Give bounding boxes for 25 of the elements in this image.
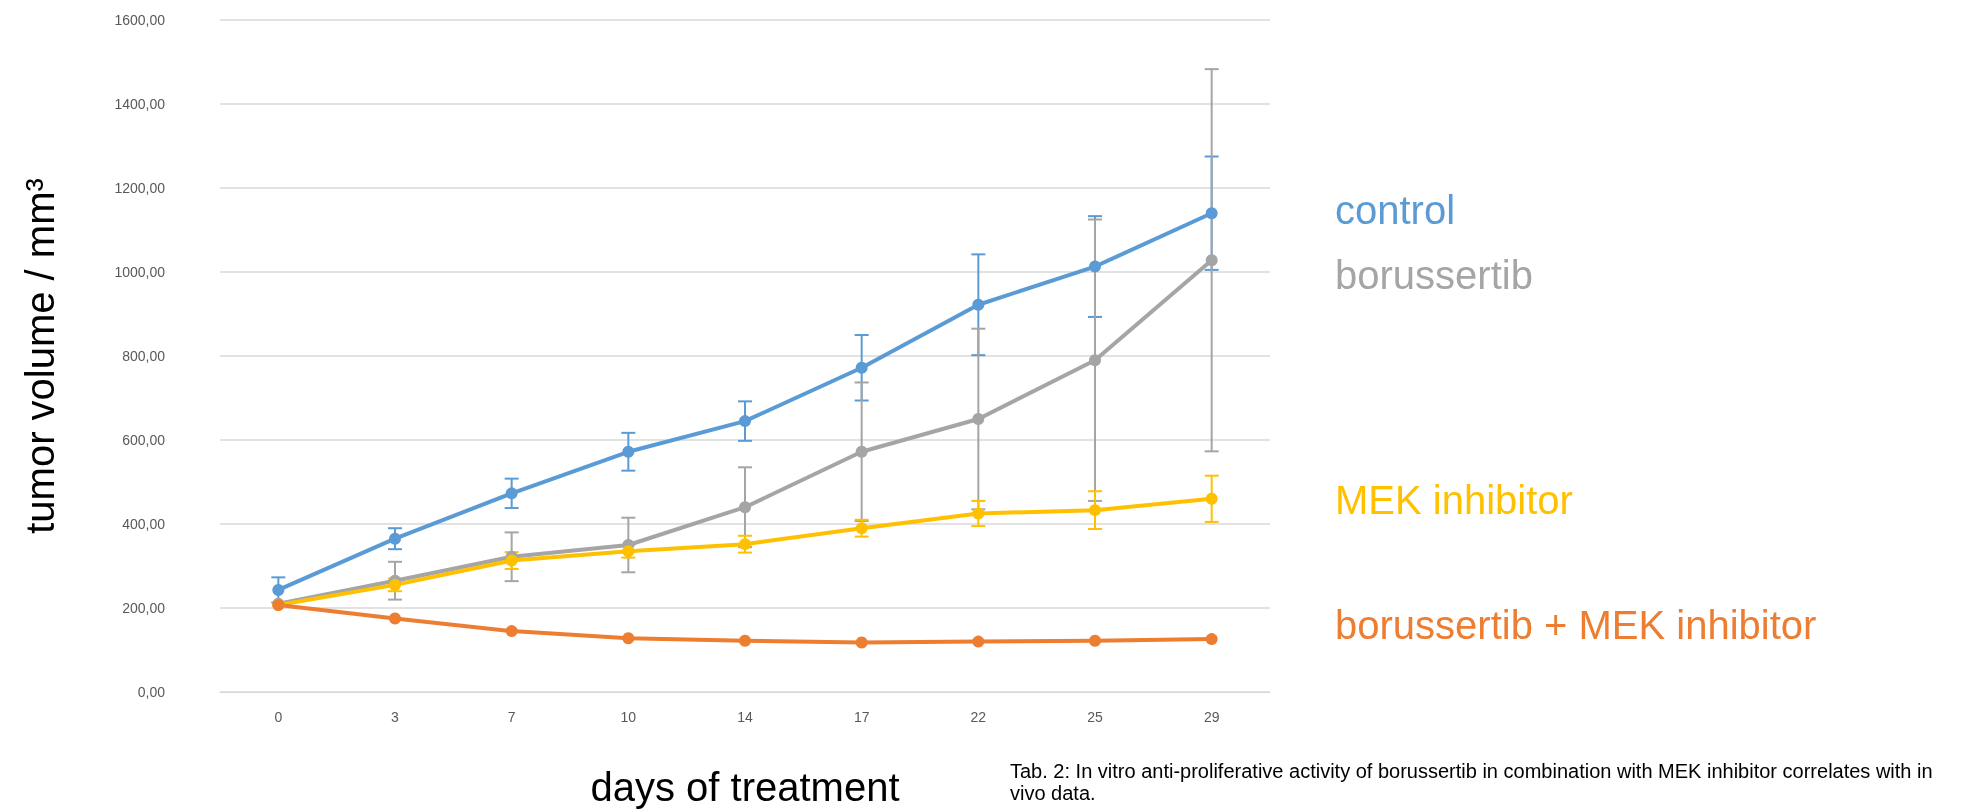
y-tick-label: 1600,00	[114, 12, 166, 28]
x-tick-label: 7	[507, 709, 516, 725]
x-axis-title: days of treatment	[590, 765, 900, 809]
x-tick-label: 22	[970, 709, 987, 725]
x-tick-label: 25	[1087, 709, 1103, 725]
text: MEK inhibitor	[1335, 478, 1573, 522]
text: borussertib + MEK inhibitor	[1335, 603, 1817, 647]
y-tick-label: 1000,00	[114, 264, 166, 280]
caption: Tab. 2: In vitro anti-proliferative activity of borussertib in combination with MEK inhibitor correlates with in vivo data.	[1010, 760, 1939, 804]
y-tick-label: 1400,00	[114, 96, 166, 112]
x-tick-label: 10	[620, 709, 637, 725]
y-tick-label: 0,00	[137, 684, 166, 700]
x-tick-label: 17	[853, 709, 870, 725]
x-tick-label: 29	[1203, 709, 1220, 725]
x-tick-label: 14	[737, 709, 753, 725]
y-tick-label: 800,00	[122, 348, 166, 364]
text: borussertib	[1335, 253, 1533, 297]
y-axis-title: tumor volume / mm³	[18, 178, 62, 534]
y-tick-label: 1200,00	[114, 180, 166, 196]
y-tick-label: 400,00	[122, 516, 166, 532]
x-tick-label: 0	[274, 709, 283, 725]
text: control	[1335, 188, 1456, 232]
x-tick-label: 3	[391, 709, 400, 725]
y-tick-label: 600,00	[122, 432, 166, 448]
y-tick-label: 200,00	[122, 600, 166, 616]
